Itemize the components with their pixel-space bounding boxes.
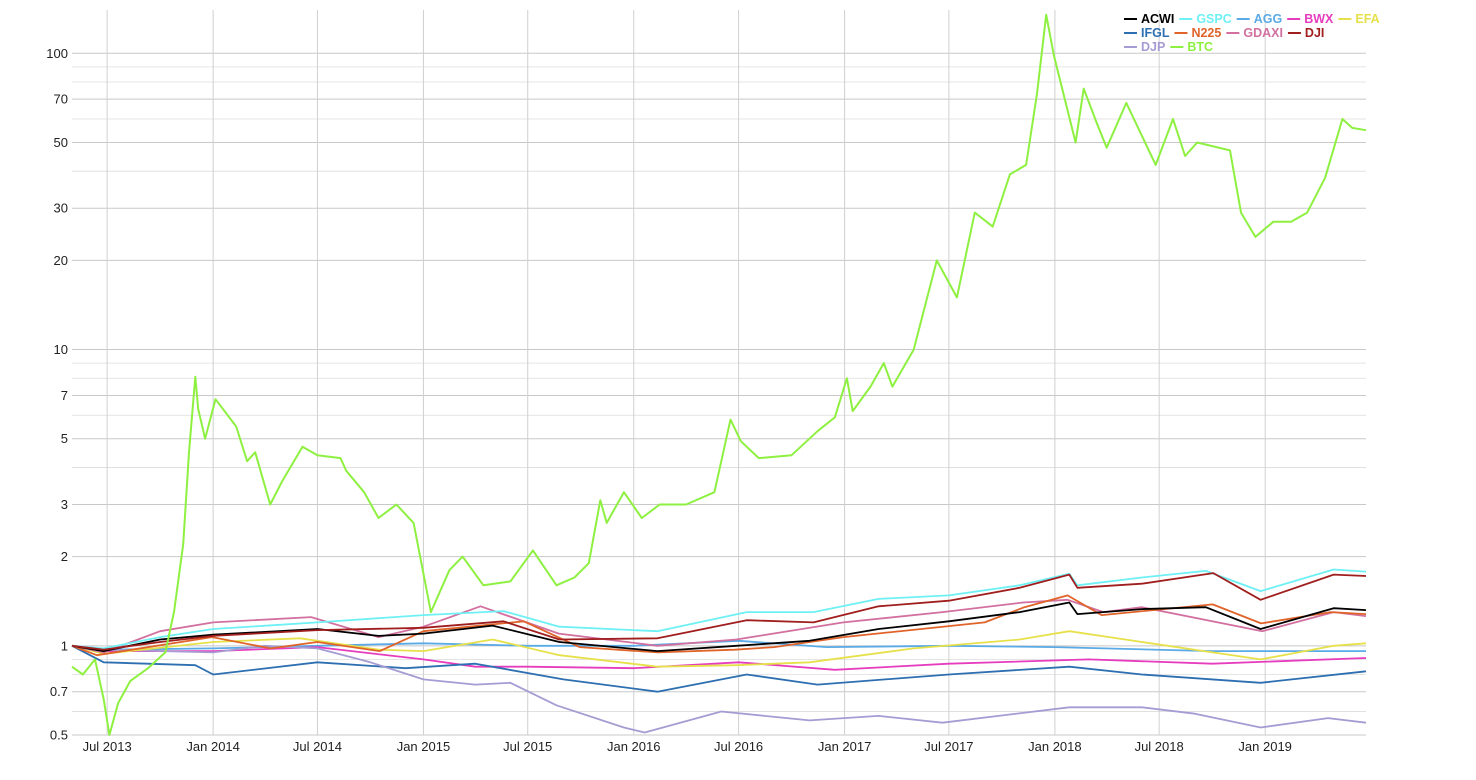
- y-tick-label: 70: [54, 92, 68, 107]
- series-line-acwi: [71, 601, 1367, 652]
- legend-label-acwi: ACWI: [1141, 12, 1174, 26]
- legend-label-dji: DJI: [1305, 26, 1324, 40]
- legend-label-djp: DJP: [1141, 40, 1165, 54]
- x-tick-label: Jul 2016: [714, 739, 763, 754]
- series-line-ifgl: [71, 645, 1367, 693]
- y-tick-label: 20: [54, 253, 68, 268]
- y-tick-label: 100: [46, 46, 68, 61]
- series-line-efa: [71, 630, 1367, 668]
- y-tick-label: 50: [54, 135, 68, 150]
- plot-frame: [42, 10, 1366, 764]
- y-axis: 0.5 0.7 1 2 3 5 7 10 20 30 50 70 100: [46, 46, 68, 743]
- x-tick-label: Jul 2013: [83, 739, 132, 754]
- legend-label-gdaxi: GDAXI: [1243, 26, 1283, 40]
- series-line-agg: [71, 639, 1366, 652]
- x-tick-label: Jan 2018: [1028, 739, 1082, 754]
- legend-label-agg: AGG: [1254, 12, 1282, 26]
- y-tick-label: 30: [54, 201, 68, 216]
- y-tick-label: 1: [61, 638, 68, 653]
- y-tick-label: 5: [61, 431, 68, 446]
- series-line-gdaxi: [71, 598, 1367, 654]
- legend-label-efa: EFA: [1355, 12, 1379, 26]
- y-tick-label: 2: [61, 549, 68, 564]
- x-axis: Jul 2013 Jan 2014 Jul 2014 Jan 2015 Jul 2015…: [83, 739, 1292, 754]
- legend-label-ifgl: IFGL: [1141, 26, 1170, 40]
- gridlines: [72, 10, 1366, 736]
- x-tick-label: Jan 2015: [397, 739, 451, 754]
- y-tick-label: 7: [61, 388, 68, 403]
- x-tick-label: Jan 2016: [607, 739, 661, 754]
- y-tick-label: 0.7: [50, 684, 68, 699]
- series-line-dji: [71, 572, 1367, 651]
- x-tick-label: Jul 2014: [293, 739, 342, 754]
- legend-label-bwx: BWX: [1304, 12, 1334, 26]
- x-tick-label: Jan 2014: [186, 739, 240, 754]
- series-line-gspc: [71, 568, 1367, 650]
- series-lines: [71, 13, 1367, 736]
- x-tick-label: Jan 2019: [1238, 739, 1292, 754]
- y-tick-label: 3: [61, 497, 68, 512]
- y-tick-label: 10: [54, 342, 68, 357]
- x-tick-label: Jul 2017: [924, 739, 973, 754]
- series-line-btc: [71, 13, 1367, 736]
- legend-label-n225: N225: [1191, 26, 1221, 40]
- series-line-djp: [71, 644, 1367, 734]
- legend-label-btc: BTC: [1187, 40, 1213, 54]
- y-tick-label: 0.5: [50, 728, 68, 743]
- x-tick-label: Jan 2017: [818, 739, 872, 754]
- x-tick-label: Jul 2015: [503, 739, 552, 754]
- legend: ACWI GSPC AGG BWX EFA IFGL N225 GDAXI DJI DJP BTC: [1124, 12, 1380, 54]
- x-tick-label: Jul 2018: [1135, 739, 1184, 754]
- legend-label-gspc: GSPC: [1196, 12, 1231, 26]
